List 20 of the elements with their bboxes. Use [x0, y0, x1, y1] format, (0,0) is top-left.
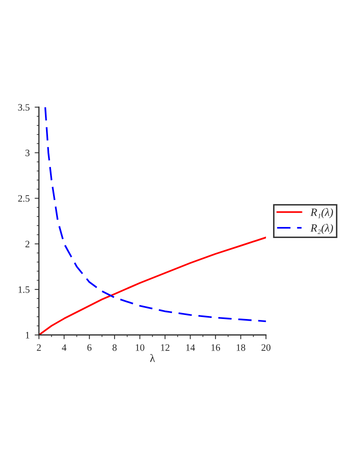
x-tick-label: 18: [236, 344, 246, 351]
x-tick-label: 6: [87, 344, 92, 351]
y-tick-label: 2: [25, 240, 30, 248]
x-tick-label: 2: [36, 344, 41, 351]
x-tick-label: 4: [62, 344, 66, 351]
x-tick-label: 10: [136, 344, 144, 351]
y-tick-label: 2.5: [18, 195, 30, 202]
legend-label: R₂(λ): [310, 224, 333, 234]
y-tick-label: 1.5: [18, 286, 30, 293]
y-tick-label: 3: [25, 150, 30, 156]
x-tick-label: 20: [262, 344, 270, 351]
line-series: [44, 107, 266, 322]
y-tick-label: 3.5: [18, 104, 30, 111]
legend-label: R₁(λ): [310, 208, 333, 218]
x-axis-title: λ: [150, 354, 156, 362]
x-tick-label: 12: [161, 344, 170, 351]
x-tick-label: 14: [186, 344, 195, 351]
x-tick-label: 8: [112, 344, 117, 351]
y-tick-label: 1: [26, 332, 30, 338]
x-tick-label: 16: [212, 344, 220, 351]
